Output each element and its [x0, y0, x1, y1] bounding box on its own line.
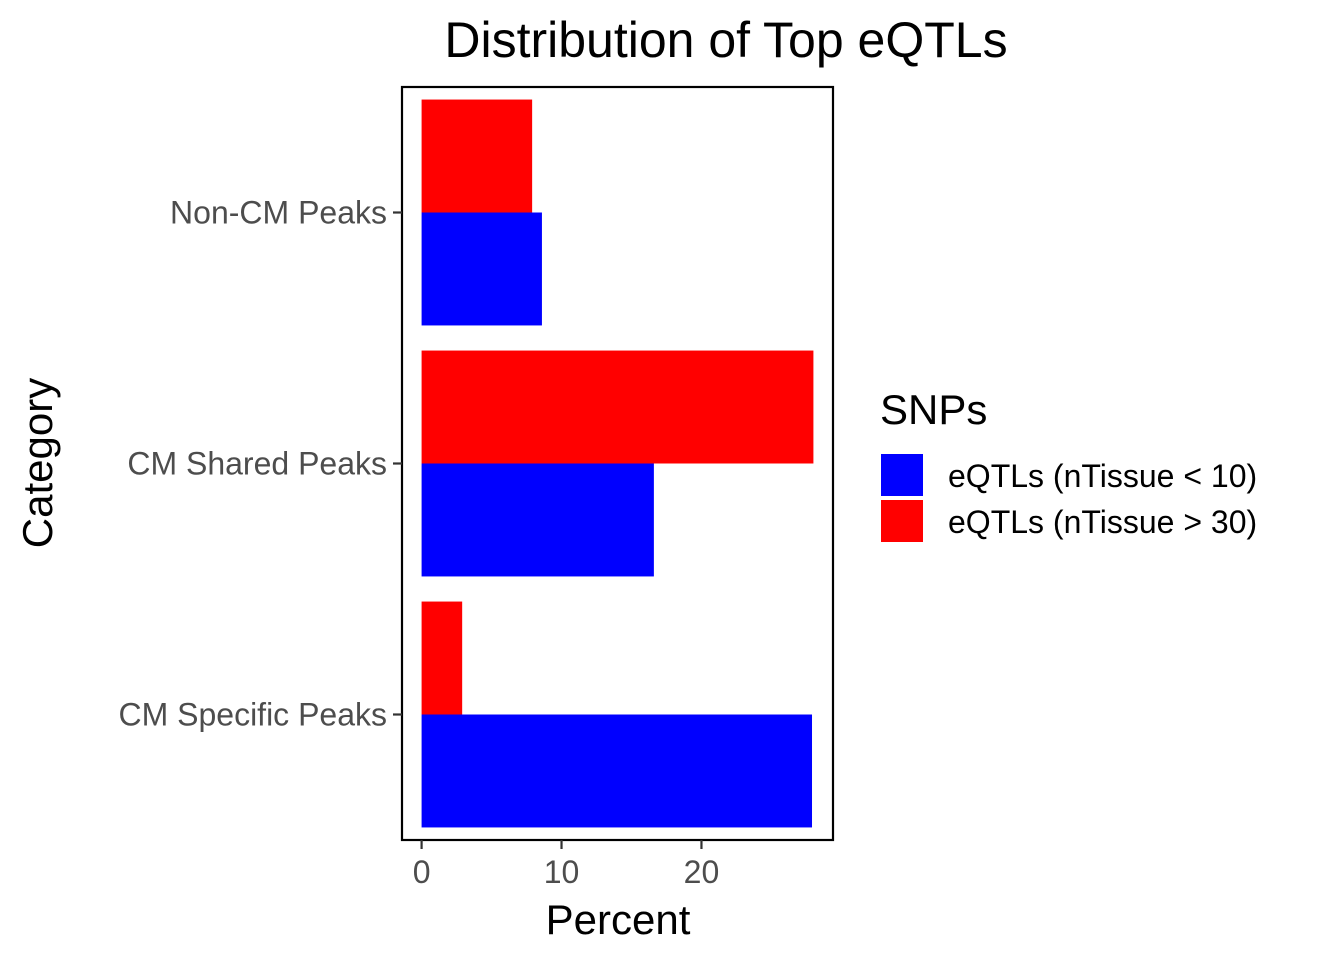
legend-label: eQTLs (nTissue < 10)	[948, 458, 1257, 494]
x-axis: 0 10 20	[413, 840, 720, 890]
y-tick-label: CM Shared Peaks	[127, 446, 387, 482]
y-axis: Non-CM Peaks CM Shared Peaks CM Specific P…	[118, 195, 402, 733]
legend-key	[881, 500, 923, 542]
y-axis-title: Category	[14, 378, 61, 548]
x-tick-label: 20	[684, 854, 720, 890]
bar	[421, 601, 463, 715]
x-tick-label: 0	[413, 854, 431, 890]
x-tick-label: 10	[544, 854, 580, 890]
legend-title: SNPs	[880, 386, 987, 433]
x-axis-title: Percent	[546, 896, 691, 943]
legend: SNPs eQTLs (nTissue < 10) eQTLs (nTissue …	[880, 386, 1257, 542]
legend-label: eQTLs (nTissue > 30)	[948, 504, 1257, 540]
y-tick-label: CM Specific Peaks	[118, 697, 387, 733]
y-tick-label: Non-CM Peaks	[170, 195, 387, 231]
bar	[421, 212, 542, 326]
bar	[421, 350, 814, 464]
legend-key	[881, 454, 923, 496]
bars	[421, 99, 814, 828]
bar	[421, 99, 533, 213]
bar	[421, 463, 654, 577]
chart-title: Distribution of Top eQTLs	[444, 12, 1007, 68]
bar	[421, 714, 813, 828]
